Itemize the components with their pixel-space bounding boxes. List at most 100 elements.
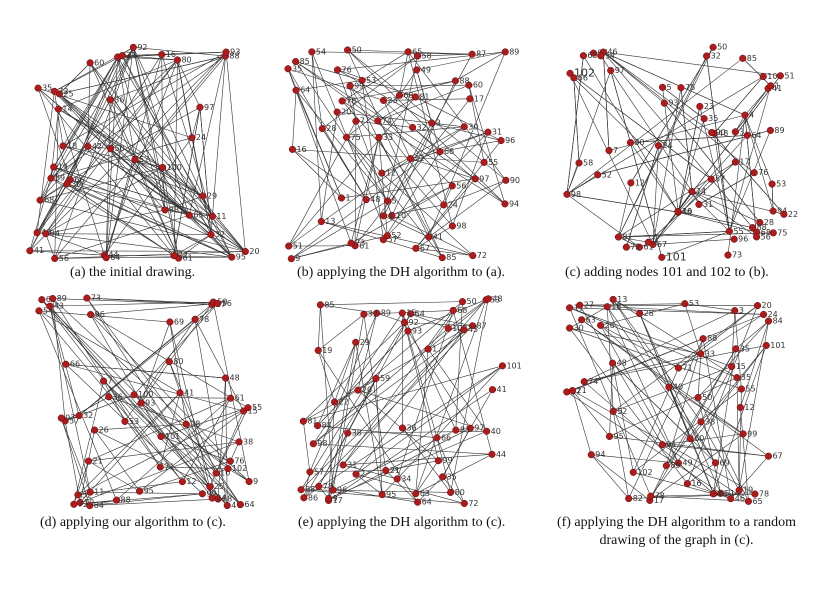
node-label: 53 <box>129 417 139 426</box>
edge <box>38 310 170 323</box>
edge <box>377 96 416 122</box>
node <box>170 252 178 260</box>
node-label: 78 <box>655 492 665 501</box>
node-label: 1 <box>775 81 780 90</box>
edge <box>88 397 231 462</box>
node-label: 22 <box>339 398 349 407</box>
edge <box>94 423 187 431</box>
edge <box>569 307 738 378</box>
node <box>674 364 683 372</box>
edge <box>337 69 393 216</box>
edge <box>177 59 201 108</box>
node-label: 12 <box>744 403 754 412</box>
node-label: 11 <box>216 212 226 221</box>
node-label: 97 <box>474 424 484 433</box>
node <box>74 491 82 499</box>
node-label: 21 <box>92 457 102 466</box>
node <box>131 156 139 164</box>
node <box>228 253 236 261</box>
edge <box>309 313 378 472</box>
node-label: 90 <box>716 128 726 137</box>
node <box>658 83 667 91</box>
node-label: 35 <box>42 84 52 93</box>
edge <box>355 342 383 495</box>
node <box>674 459 682 467</box>
node-label: 25 <box>63 89 73 98</box>
node-label: 47 <box>231 501 241 510</box>
edge <box>70 179 232 258</box>
node <box>728 363 736 371</box>
edge <box>90 491 203 495</box>
node <box>501 200 509 208</box>
node-label: 34 <box>401 474 411 483</box>
node-label: 54 <box>605 51 615 60</box>
edge <box>210 56 226 235</box>
node-label: 28 <box>644 309 654 318</box>
edge <box>662 433 744 445</box>
node-label: 76 <box>758 168 768 177</box>
node-label: 4 <box>388 211 393 220</box>
edge <box>600 325 679 464</box>
node <box>709 490 717 498</box>
node <box>84 457 93 465</box>
node <box>404 327 412 335</box>
edge <box>613 305 758 412</box>
node <box>683 480 691 488</box>
node-label: 9 <box>295 254 300 263</box>
node-label: 43 <box>54 302 64 311</box>
node <box>379 96 388 104</box>
node <box>347 239 355 247</box>
edge <box>680 87 693 192</box>
node-label: 93 <box>145 399 155 408</box>
node-label: 87 <box>477 321 487 330</box>
node <box>62 360 70 368</box>
edge <box>662 87 679 213</box>
node-label: 91 <box>666 440 676 449</box>
node-label: 32 <box>215 230 225 239</box>
node <box>176 389 184 397</box>
node-label: 9 <box>253 477 258 486</box>
node <box>244 404 252 412</box>
node <box>105 393 113 401</box>
edge <box>677 211 753 228</box>
node <box>214 299 222 308</box>
node <box>86 59 94 67</box>
node <box>662 462 670 470</box>
node <box>563 190 571 198</box>
edge <box>94 429 140 492</box>
edge <box>618 232 774 238</box>
node <box>587 451 595 459</box>
edge <box>427 298 489 350</box>
edge <box>134 159 232 258</box>
node-label: 80 <box>173 357 183 366</box>
node-label: 9 <box>652 238 657 247</box>
node-label: 56 <box>761 232 771 241</box>
node <box>769 229 777 237</box>
node-label: 84 <box>773 317 783 326</box>
edge <box>37 87 175 256</box>
node-label: 48 <box>718 129 728 138</box>
node <box>292 58 300 66</box>
node-label: 88 <box>707 334 717 343</box>
node-label: 2 <box>360 470 365 479</box>
node <box>34 84 42 92</box>
node <box>196 103 204 111</box>
node-label: 16 <box>691 479 701 488</box>
graph-drawing: 2418131127539949636052899495504067693101… <box>563 295 785 506</box>
node <box>677 84 685 92</box>
edge <box>191 137 212 235</box>
node-label: 65 <box>587 51 597 60</box>
edge <box>337 51 506 71</box>
edge <box>108 396 161 468</box>
edge <box>664 102 760 223</box>
edge <box>383 98 470 101</box>
node-label: 13 <box>617 295 627 304</box>
edge <box>383 55 418 216</box>
edge <box>79 441 240 503</box>
edge <box>349 85 443 258</box>
edge <box>579 305 663 445</box>
node-label: 85 <box>324 300 334 309</box>
edge <box>53 166 213 217</box>
edge <box>300 313 411 490</box>
node-label: 24 <box>196 133 206 142</box>
